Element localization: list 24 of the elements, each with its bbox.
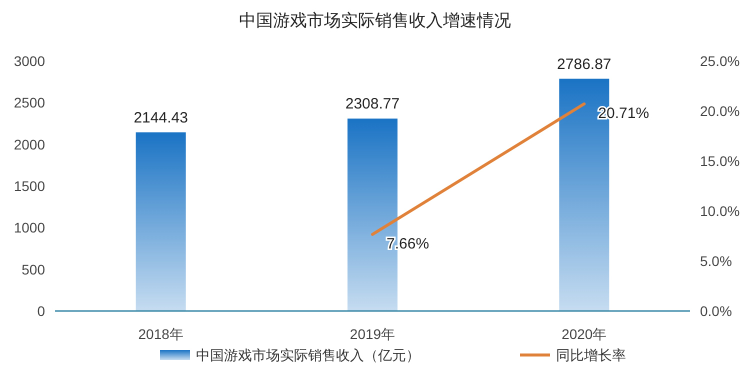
y-tick-label: 0	[37, 303, 46, 319]
y-tick-label: 1500	[14, 178, 46, 194]
x-tick-label: 2019年	[350, 326, 396, 342]
y-tick-label: 2000	[14, 136, 46, 152]
legend-label: 同比增长率	[556, 347, 626, 363]
y-tick-label: 2500	[14, 94, 46, 111]
x-tick-label: 2018年	[138, 326, 184, 342]
y-tick-label: 500	[22, 261, 46, 278]
y2-tick-label: 25.0%	[700, 53, 740, 69]
data-label: 2308.77	[345, 96, 400, 113]
y2-tick-label: 10.0%	[700, 203, 740, 219]
data-label: 2144.43	[134, 109, 188, 126]
legend-label: 中国游戏市场实际销售收入（亿元）	[196, 347, 420, 363]
y-tick-label: 3000	[14, 53, 46, 69]
chart-title: 中国游戏市场实际销售收入增速情况	[239, 11, 511, 30]
bar	[136, 132, 186, 311]
y-tick-label: 1000	[14, 220, 46, 236]
data-label: 7.66%	[386, 235, 430, 252]
data-label: 2786.87	[557, 56, 612, 73]
y2-tick-label: 20.0%	[700, 103, 740, 119]
y2-tick-label: 15.0%	[700, 153, 740, 169]
y2-tick-label: 0.0%	[700, 303, 732, 319]
y2-tick-label: 5.0%	[700, 253, 732, 269]
x-tick-label: 2020年	[562, 326, 607, 342]
